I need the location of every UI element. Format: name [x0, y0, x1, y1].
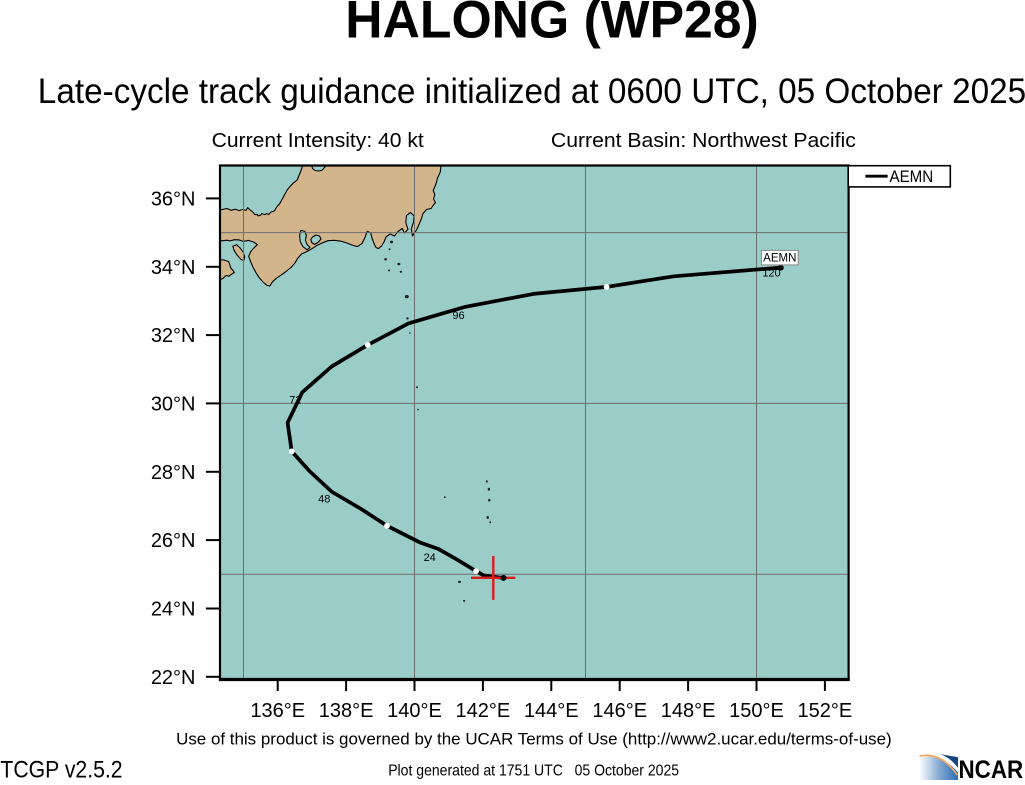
svg-text:138°E: 138°E — [319, 700, 374, 722]
svg-text:Late-cycle track guidance init: Late-cycle track guidance initialized at… — [38, 72, 1025, 111]
svg-text:Current Basin: Northwest Pacif: Current Basin: Northwest Pacific — [551, 129, 856, 152]
svg-text:120: 120 — [762, 268, 780, 280]
svg-text:HALONG (WP28): HALONG (WP28) — [345, 0, 759, 49]
svg-text:Current Intensity: 40 kt: Current Intensity: 40 kt — [212, 129, 425, 152]
svg-text:136°E: 136°E — [250, 700, 305, 722]
svg-text:36°N: 36°N — [151, 188, 196, 210]
svg-text:Use of this product is governe: Use of this product is governed by the U… — [176, 731, 892, 749]
svg-text:AEMN: AEMN — [763, 252, 796, 264]
svg-text:48: 48 — [318, 493, 330, 505]
svg-text:TCGP v2.5.2: TCGP v2.5.2 — [0, 756, 122, 780]
svg-text:144°E: 144°E — [524, 700, 579, 722]
svg-text:24°N: 24°N — [151, 599, 196, 621]
svg-text:AEMN: AEMN — [890, 168, 934, 186]
svg-text:26°N: 26°N — [151, 530, 196, 552]
svg-text:Plot generated at 1751 UTC 0: Plot generated at 1751 UTC 05 October 20… — [388, 763, 679, 780]
svg-text:24: 24 — [424, 552, 436, 564]
svg-text:72: 72 — [289, 394, 301, 406]
svg-text:28°N: 28°N — [151, 462, 196, 484]
svg-text:22°N: 22°N — [151, 667, 196, 689]
svg-text:96: 96 — [452, 310, 464, 322]
svg-text:148°E: 148°E — [661, 700, 716, 722]
svg-text:146°E: 146°E — [592, 700, 647, 722]
svg-text:150°E: 150°E — [729, 700, 784, 722]
svg-text:152°E: 152°E — [798, 700, 853, 722]
svg-text:142°E: 142°E — [456, 700, 511, 722]
svg-text:30°N: 30°N — [151, 393, 196, 415]
svg-text:NCAR: NCAR — [959, 756, 1024, 780]
svg-text:140°E: 140°E — [387, 700, 442, 722]
svg-text:32°N: 32°N — [151, 325, 196, 347]
svg-text:34°N: 34°N — [151, 257, 196, 279]
